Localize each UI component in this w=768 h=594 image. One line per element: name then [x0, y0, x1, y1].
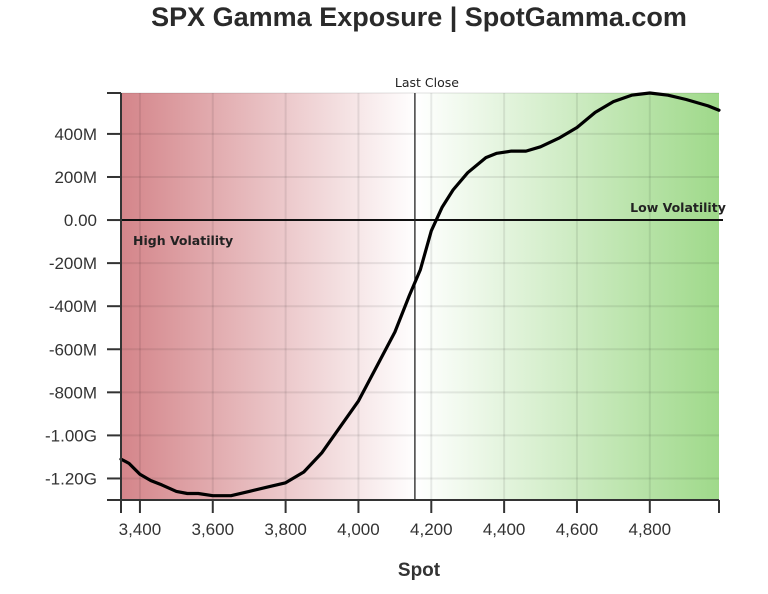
high-volatility-label: High Volatility [133, 233, 233, 248]
x-tick-label: 4,800 [629, 520, 672, 539]
x-tick-label: 4,400 [483, 520, 526, 539]
x-axis-title: Spot [398, 560, 441, 581]
x-tick-label: 3,800 [264, 520, 307, 539]
y-tick-label: -200M [49, 254, 97, 273]
x-tick-label: 4,000 [337, 520, 380, 539]
last-close-label: Last Close [395, 75, 459, 90]
y-tick-label: -600M [49, 340, 97, 359]
gamma-exposure-line [119, 91, 721, 498]
x-tick-label: 4,600 [556, 520, 599, 539]
x-tick-label: 3,600 [192, 520, 235, 539]
chart-title: SPX Gamma Exposure | SpotGamma.com [151, 2, 687, 32]
y-tick-label: -1.00G [45, 426, 97, 445]
y-tick-label: -1.20G [45, 469, 97, 488]
y-tick-label: -400M [49, 297, 97, 316]
y-tick-label: 200M [54, 168, 97, 187]
y-tick-label: 400M [54, 125, 97, 144]
y-tick-label: -800M [49, 383, 97, 402]
x-tick-label: 4,200 [410, 520, 453, 539]
low-volatility-label: Low Volatility [630, 200, 726, 215]
y-axis: 400M 200M 0.00 -200M -400M -600M -800M -1.00G -1… [45, 92, 122, 501]
y-tick-label: 0.00 [64, 211, 97, 230]
x-tick-label: 3,400 [119, 520, 162, 539]
plot-background [121, 93, 719, 500]
x-axis: 3,400 3,600 3,800 4,000 4,200 4,400 4,600 4,800 [107, 499, 720, 539]
